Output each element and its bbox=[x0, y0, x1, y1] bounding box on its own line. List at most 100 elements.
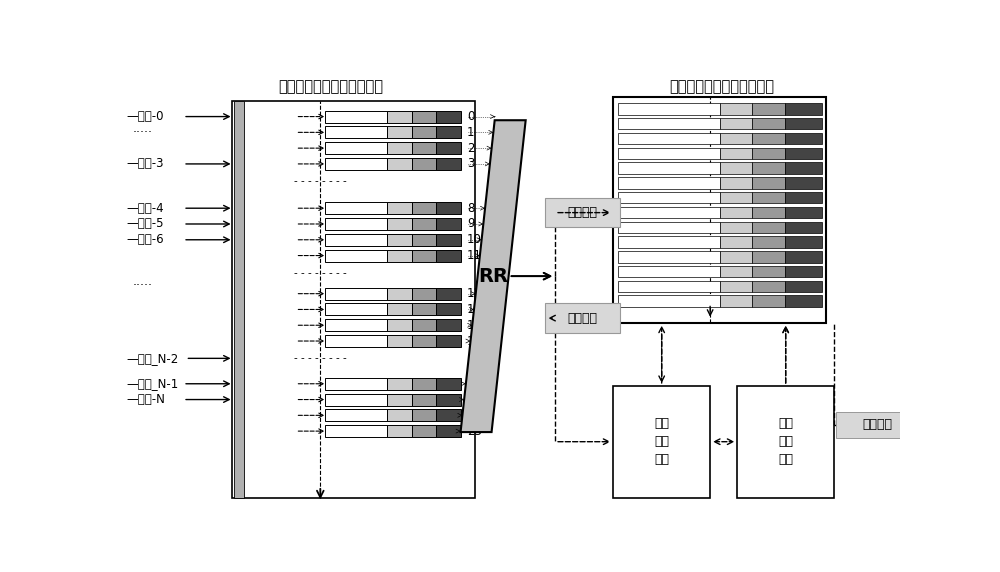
Text: —接口_N-2: —接口_N-2 bbox=[127, 352, 179, 365]
Bar bbox=[785, 296, 822, 307]
FancyBboxPatch shape bbox=[545, 198, 620, 227]
Text: 8: 8 bbox=[467, 202, 474, 214]
Bar bbox=[325, 410, 387, 422]
Bar bbox=[785, 221, 822, 233]
Bar bbox=[618, 162, 720, 174]
Bar bbox=[436, 249, 461, 261]
Text: —接口-0: —接口-0 bbox=[127, 110, 164, 123]
Text: 数据
输出
控制: 数据 输出 控制 bbox=[778, 417, 793, 466]
Bar bbox=[752, 104, 785, 114]
Bar bbox=[387, 304, 412, 315]
Bar bbox=[752, 206, 785, 218]
Bar bbox=[387, 319, 412, 331]
Bar bbox=[436, 158, 461, 170]
Bar bbox=[785, 192, 822, 204]
Bar bbox=[325, 394, 387, 406]
Bar bbox=[613, 97, 826, 323]
Bar bbox=[618, 296, 720, 307]
Text: 21: 21 bbox=[467, 393, 482, 406]
Text: 13: 13 bbox=[467, 303, 482, 316]
Bar bbox=[325, 304, 387, 315]
Bar bbox=[752, 266, 785, 277]
Bar bbox=[387, 394, 412, 406]
Bar bbox=[412, 319, 436, 331]
Bar bbox=[387, 110, 412, 122]
Bar bbox=[387, 142, 412, 154]
Bar bbox=[618, 177, 720, 189]
Bar bbox=[325, 158, 387, 170]
Bar bbox=[412, 335, 436, 347]
Bar bbox=[720, 236, 752, 248]
Bar bbox=[387, 288, 412, 300]
Bar bbox=[785, 162, 822, 174]
Bar bbox=[752, 251, 785, 263]
Bar bbox=[785, 266, 822, 277]
Bar bbox=[325, 425, 387, 437]
Bar bbox=[412, 394, 436, 406]
Text: RR: RR bbox=[478, 267, 508, 285]
Bar bbox=[785, 281, 822, 292]
Bar bbox=[436, 335, 461, 347]
Bar bbox=[325, 126, 387, 138]
Bar bbox=[785, 236, 822, 248]
Bar bbox=[618, 192, 720, 204]
Text: 10: 10 bbox=[467, 233, 482, 247]
Bar bbox=[325, 218, 387, 230]
Text: ·····: ····· bbox=[133, 279, 153, 292]
Text: —接口-5: —接口-5 bbox=[127, 217, 164, 231]
Bar bbox=[412, 410, 436, 422]
Bar bbox=[387, 335, 412, 347]
Text: 数据实体: 数据实体 bbox=[567, 206, 597, 219]
Bar bbox=[412, 378, 436, 390]
Text: 11: 11 bbox=[467, 249, 482, 262]
Bar bbox=[785, 104, 822, 114]
Bar bbox=[325, 234, 387, 246]
Text: 23: 23 bbox=[467, 424, 482, 438]
Text: - - - - - - - -: - - - - - - - - bbox=[294, 353, 347, 363]
Text: 22: 22 bbox=[467, 409, 482, 422]
Bar bbox=[436, 234, 461, 246]
Bar bbox=[387, 158, 412, 170]
Bar bbox=[618, 266, 720, 277]
Text: 1: 1 bbox=[467, 126, 474, 139]
Bar bbox=[412, 425, 436, 437]
Bar bbox=[436, 218, 461, 230]
Bar bbox=[436, 110, 461, 122]
Text: ·····: ····· bbox=[133, 126, 153, 139]
FancyBboxPatch shape bbox=[545, 304, 620, 333]
Bar bbox=[387, 249, 412, 261]
Bar bbox=[618, 221, 720, 233]
Bar bbox=[412, 304, 436, 315]
Bar bbox=[325, 142, 387, 154]
Bar bbox=[412, 142, 436, 154]
Bar bbox=[720, 266, 752, 277]
Bar bbox=[618, 206, 720, 218]
Bar bbox=[618, 251, 720, 263]
Text: —接口-N: —接口-N bbox=[127, 393, 165, 406]
Bar bbox=[436, 304, 461, 315]
Bar bbox=[325, 378, 387, 390]
Bar bbox=[785, 148, 822, 159]
Text: 14: 14 bbox=[467, 319, 482, 332]
Text: 3: 3 bbox=[467, 157, 474, 170]
Bar bbox=[436, 319, 461, 331]
Bar bbox=[752, 281, 785, 292]
Bar bbox=[720, 251, 752, 263]
Bar bbox=[613, 386, 710, 498]
Text: 9: 9 bbox=[467, 217, 474, 231]
Bar bbox=[720, 221, 752, 233]
Text: 第二级共享缓存（大缓存）: 第二级共享缓存（大缓存） bbox=[669, 80, 774, 94]
Bar bbox=[412, 288, 436, 300]
Bar bbox=[387, 202, 412, 214]
Bar bbox=[752, 192, 785, 204]
Bar bbox=[720, 162, 752, 174]
Bar bbox=[785, 177, 822, 189]
Bar bbox=[436, 378, 461, 390]
Bar bbox=[387, 410, 412, 422]
Text: 0: 0 bbox=[467, 110, 474, 123]
Bar bbox=[232, 101, 475, 498]
Bar bbox=[720, 104, 752, 114]
Bar bbox=[618, 236, 720, 248]
Bar bbox=[785, 133, 822, 144]
Bar bbox=[752, 177, 785, 189]
